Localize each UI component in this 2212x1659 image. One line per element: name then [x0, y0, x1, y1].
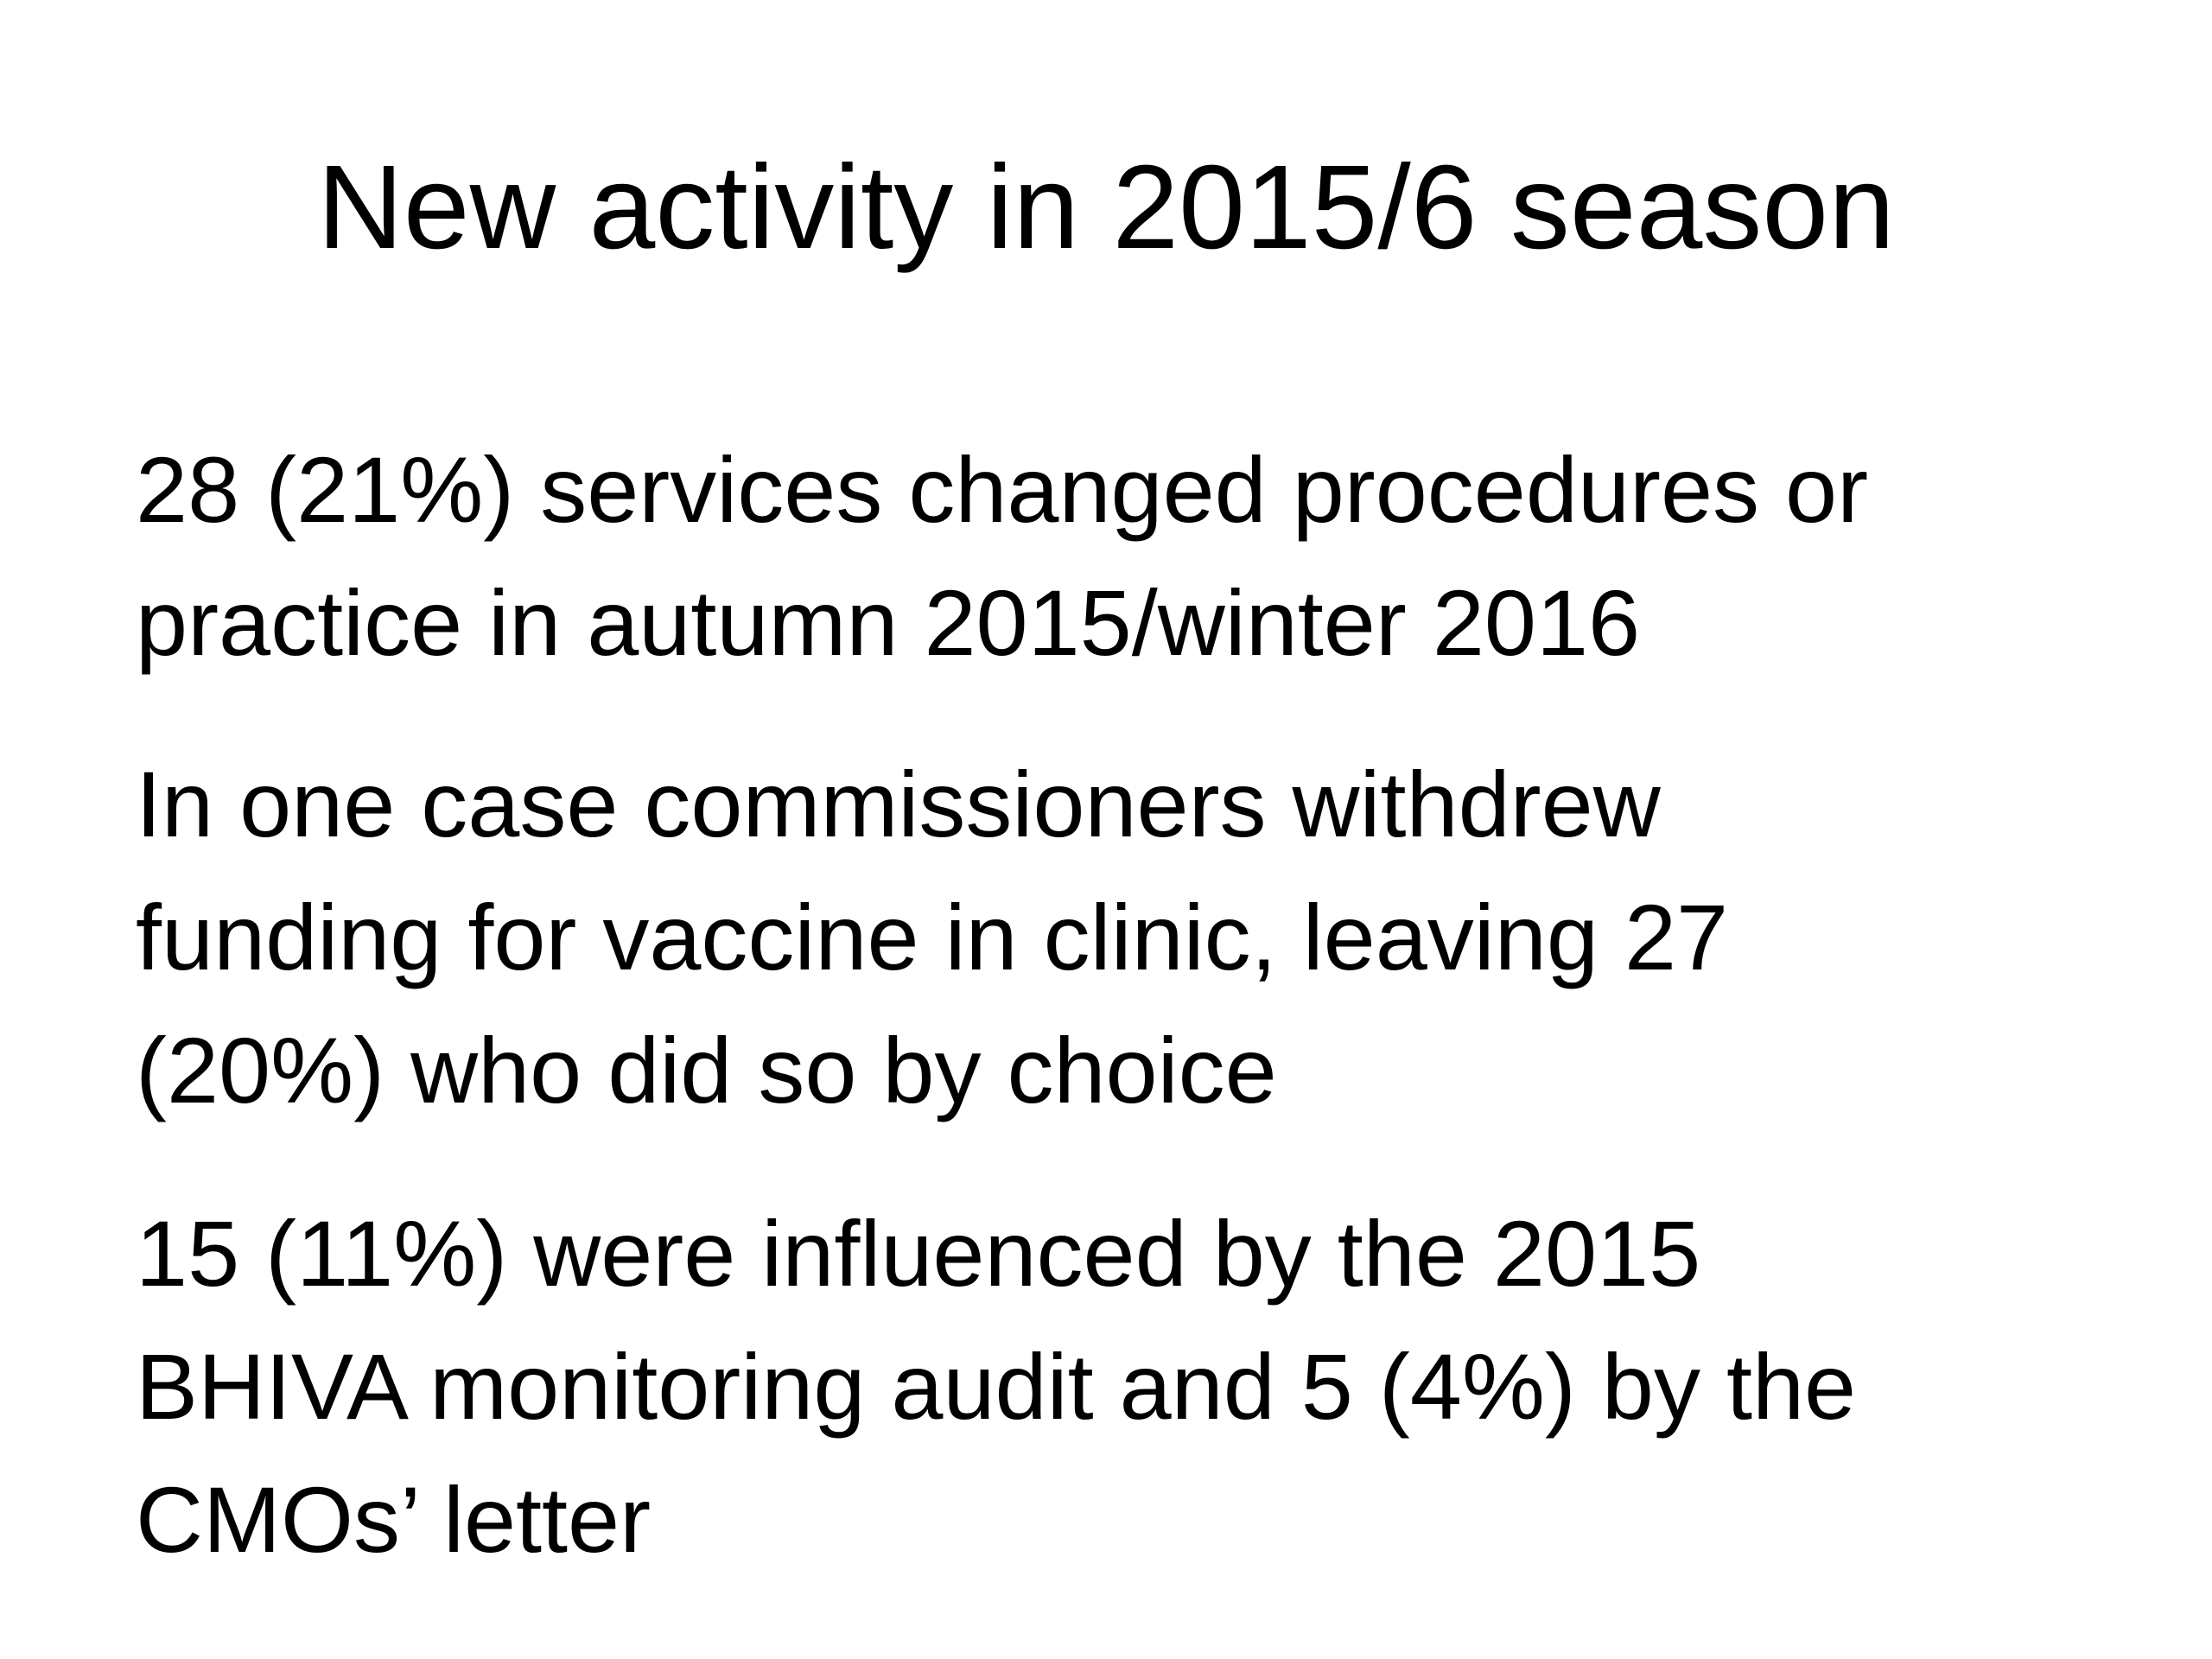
text-line: BHIVA monitoring audit and 5 (4%) by the — [136, 1334, 1857, 1439]
text-line: (20%) who did so by choice — [136, 1018, 1277, 1122]
paragraph: 28 (21%) services changed procedures or p… — [136, 423, 1868, 690]
text-line: 15 (11%) were influenced by the 2015 — [136, 1201, 1701, 1306]
paragraph: 15 (11%) were influenced by the 2015 BHIV… — [136, 1187, 1856, 1586]
text-line: funding for vaccine in clinic, leaving 2… — [136, 885, 1729, 989]
text-line: In one case commissioners withdrew — [136, 752, 1661, 856]
paragraph: In one case commissioners withdrew fundin… — [136, 738, 1728, 1137]
text-line: CMOs’ letter — [136, 1467, 652, 1572]
slide-title: New activity in 2015/6 season — [317, 141, 1895, 274]
text-line: 28 (21%) services changed procedures or — [136, 437, 1869, 542]
text-line: practice in autumn 2015/winter 2016 — [136, 570, 1641, 675]
